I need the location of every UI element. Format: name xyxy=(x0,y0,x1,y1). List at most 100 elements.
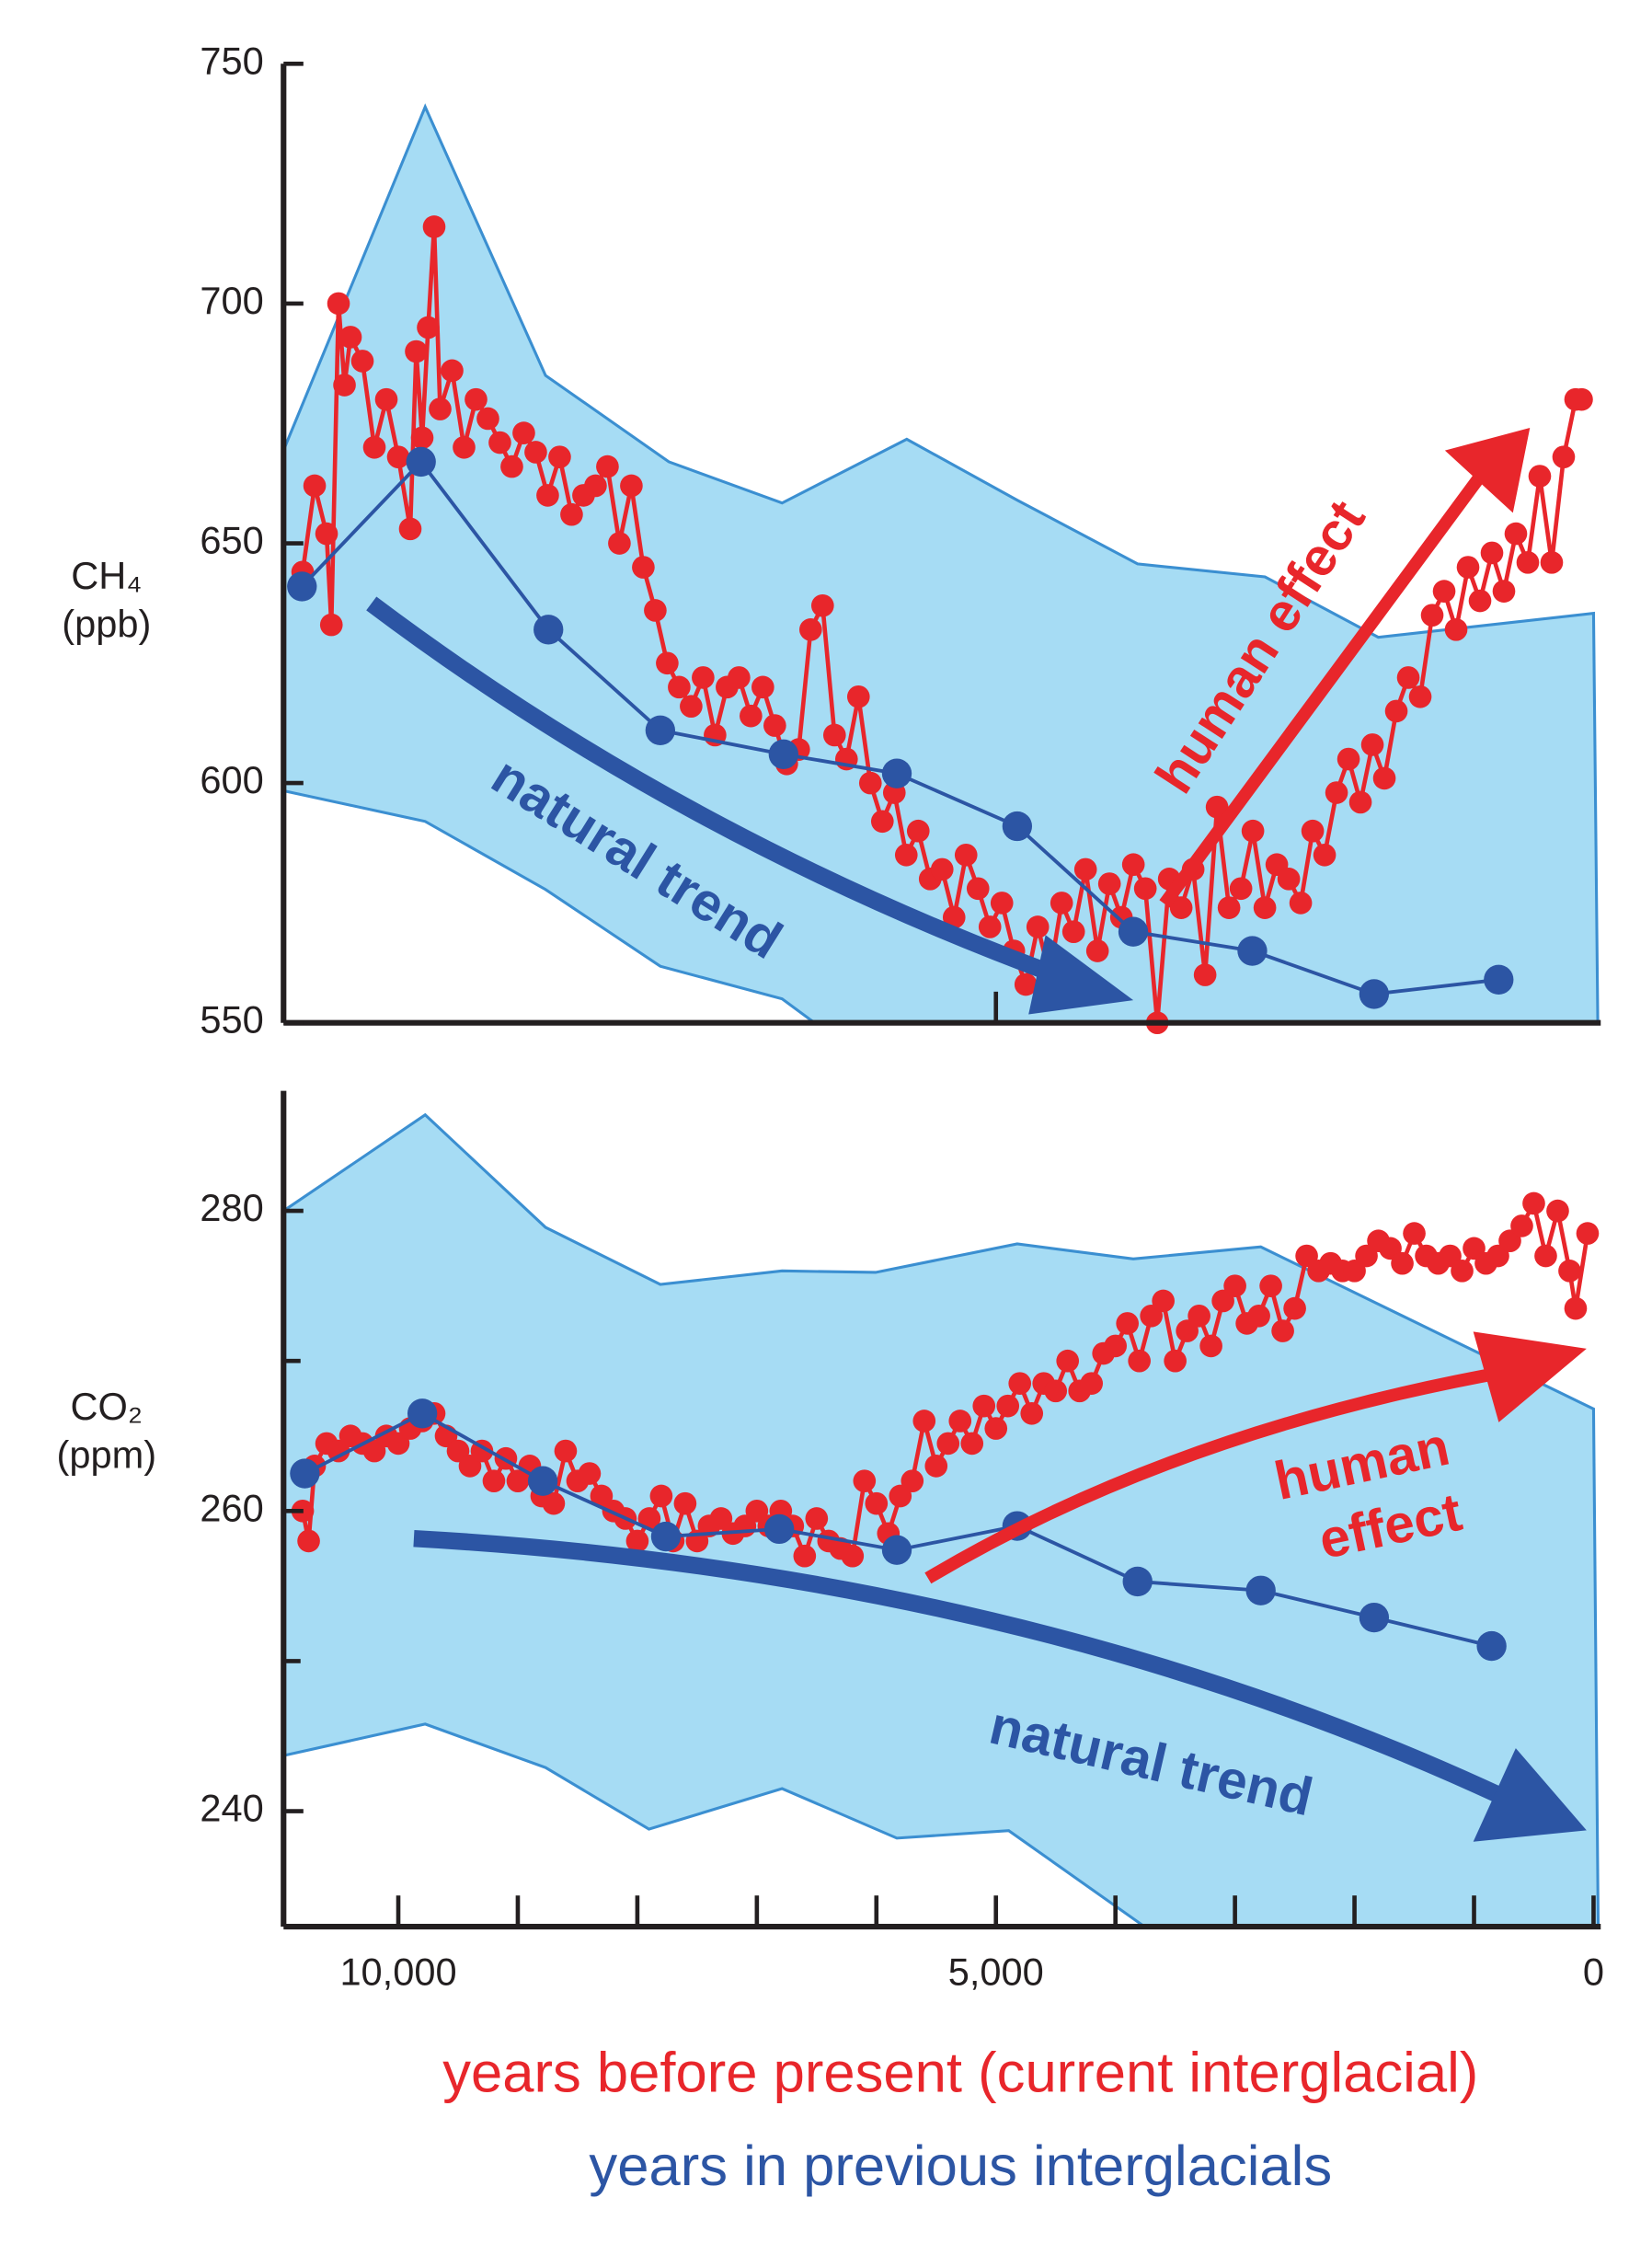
data-point xyxy=(936,1432,960,1456)
data-point xyxy=(870,810,894,834)
arrow-head xyxy=(1473,1331,1587,1422)
data-point xyxy=(1522,1191,1545,1215)
data-point xyxy=(1253,896,1277,919)
data-point xyxy=(1564,1296,1588,1320)
data-point xyxy=(548,445,571,469)
data-point xyxy=(1199,1334,1222,1358)
data-point xyxy=(1492,580,1516,603)
y-tick-label: 260 xyxy=(200,1486,263,1529)
arrow-shaft xyxy=(413,1529,1506,1804)
data-point xyxy=(542,1491,566,1515)
data-point xyxy=(644,599,667,622)
data-point xyxy=(1193,963,1217,986)
data-point xyxy=(398,517,422,541)
data-point xyxy=(799,618,822,641)
data-point xyxy=(1097,872,1121,895)
data-point xyxy=(972,1394,996,1418)
data-point xyxy=(1476,1630,1507,1662)
data-point xyxy=(1558,1260,1581,1283)
data-point xyxy=(405,339,428,363)
data-point xyxy=(488,431,511,455)
y-label-unit: (ppb) xyxy=(62,602,151,645)
data-point xyxy=(1516,551,1540,574)
envelope xyxy=(283,103,1600,1023)
data-point xyxy=(1061,920,1085,944)
data-point xyxy=(1002,811,1033,842)
data-point xyxy=(1484,964,1514,995)
data-point xyxy=(1259,1274,1282,1297)
data-point xyxy=(362,435,386,459)
data-point xyxy=(846,685,870,708)
data-point xyxy=(417,316,440,339)
data-point xyxy=(1420,604,1444,627)
data-point xyxy=(1546,1199,1569,1223)
data-point xyxy=(650,1521,682,1552)
data-point xyxy=(1044,1379,1068,1403)
y-tick-label: 700 xyxy=(200,279,263,322)
y-tick-label: 750 xyxy=(200,39,263,82)
arrow-shaft xyxy=(924,1364,1510,1584)
data-point xyxy=(853,1469,877,1493)
data-point xyxy=(303,474,327,498)
data-point xyxy=(768,739,798,770)
data-point xyxy=(1510,1214,1533,1237)
data-point xyxy=(1014,972,1038,996)
data-point xyxy=(948,1410,972,1433)
data-point xyxy=(1026,915,1050,938)
data-point xyxy=(1217,896,1241,919)
data-point xyxy=(763,714,786,737)
arrow-shaft xyxy=(1159,472,1486,908)
data-point xyxy=(1444,618,1468,641)
data-point xyxy=(410,426,434,450)
data-point xyxy=(1229,877,1253,901)
arrow-head xyxy=(1444,428,1531,513)
data-point xyxy=(1552,445,1576,469)
data-point xyxy=(1432,580,1456,603)
data-point xyxy=(554,1439,578,1463)
data-point xyxy=(822,723,846,747)
data-point xyxy=(810,593,834,617)
data-point xyxy=(1122,1566,1153,1597)
x-tick-label: 10,000 xyxy=(339,1950,456,1993)
data-point xyxy=(536,484,559,507)
data-point xyxy=(1451,1260,1474,1283)
data-point xyxy=(673,1491,697,1515)
x-label-secondary: years in previous interglacials xyxy=(589,2135,1332,2198)
y-tick-label: 240 xyxy=(200,1786,263,1829)
data-point xyxy=(1247,1304,1270,1328)
data-point xyxy=(1241,819,1265,843)
data-point xyxy=(1128,1349,1151,1373)
data-point xyxy=(596,455,619,478)
data-point xyxy=(841,1544,865,1568)
data-point xyxy=(1271,1319,1294,1342)
data-point xyxy=(1169,896,1193,919)
data-point xyxy=(524,441,547,464)
data-point xyxy=(990,892,1014,915)
data-point xyxy=(1576,1222,1600,1245)
data-point xyxy=(793,1544,817,1568)
data-point xyxy=(632,556,655,579)
data-point xyxy=(297,1529,320,1553)
data-point xyxy=(620,474,643,498)
data-point xyxy=(1359,1602,1390,1633)
data-point xyxy=(1104,1334,1127,1358)
data-point xyxy=(1408,685,1432,708)
data-point xyxy=(500,455,523,478)
data-point xyxy=(1056,1349,1080,1373)
data-point xyxy=(422,215,446,238)
data-point xyxy=(649,1484,673,1508)
data-point xyxy=(1540,551,1564,574)
data-point xyxy=(1277,868,1301,891)
data-point xyxy=(482,1469,506,1493)
x-tick-label: 5,000 xyxy=(948,1950,1044,1993)
data-point xyxy=(984,1417,1008,1440)
data-point xyxy=(1223,1274,1246,1297)
data-point xyxy=(1245,1575,1276,1605)
data-point xyxy=(763,1513,795,1545)
x-tick-label: 0 xyxy=(1583,1950,1604,1993)
data-point xyxy=(1133,877,1157,901)
data-point xyxy=(805,1507,829,1530)
data-point xyxy=(386,445,410,469)
data-point xyxy=(1116,1312,1139,1335)
data-point xyxy=(906,819,930,843)
